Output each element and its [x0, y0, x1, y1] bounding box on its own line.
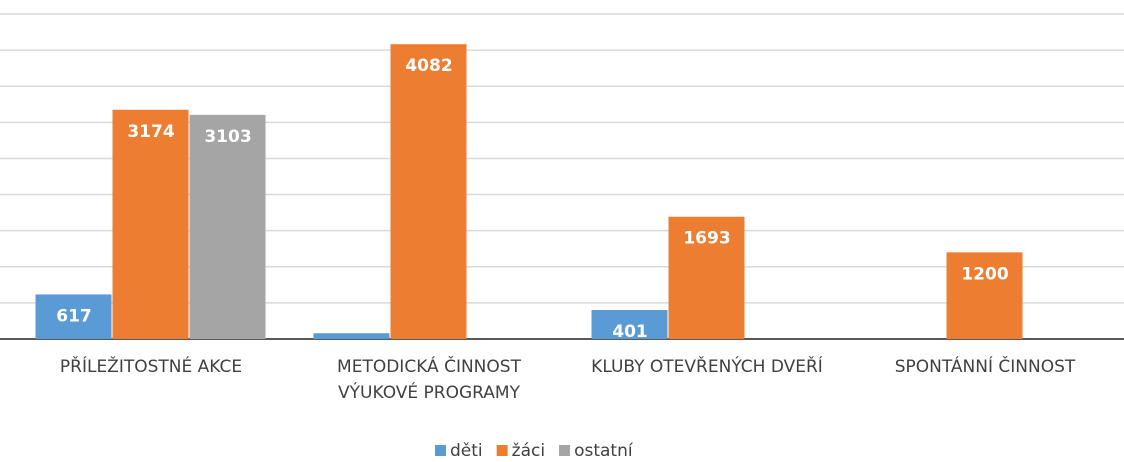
bar: [35, 294, 112, 339]
value-label: 1693: [683, 229, 730, 249]
bar: [313, 333, 390, 339]
legend-swatch: [496, 445, 508, 456]
bar: [591, 310, 668, 339]
value-label: 4082: [405, 56, 452, 76]
x-tick-label: SPONTÁNNÍ ČINNOST: [894, 357, 1076, 377]
legend-swatch: [559, 445, 571, 456]
x-tick-label: PŘÍLEŽITOSTNÉ AKCE: [59, 357, 243, 377]
bar: [189, 114, 266, 340]
bar: [668, 216, 745, 339]
value-label: 401: [612, 322, 648, 342]
legend-label: žáci: [512, 441, 545, 461]
x-tick-label: METODICKÁ ČINNOST VÝUKOVÉ PROGRAMY: [337, 357, 521, 403]
bar: [112, 109, 189, 340]
bar: [946, 252, 1023, 339]
value-label: 3103: [204, 127, 251, 147]
x-tick-label: KLUBY OTEVŘENÝCH DVEŘÍ: [591, 357, 823, 377]
value-label: 3174: [127, 122, 174, 142]
legend-label: ostatní: [574, 441, 634, 461]
bar: [390, 44, 467, 339]
value-label: 617: [56, 306, 92, 326]
legend-label: děti: [450, 441, 483, 461]
legend-swatch: [435, 445, 446, 456]
value-label: 1200: [961, 264, 1008, 284]
